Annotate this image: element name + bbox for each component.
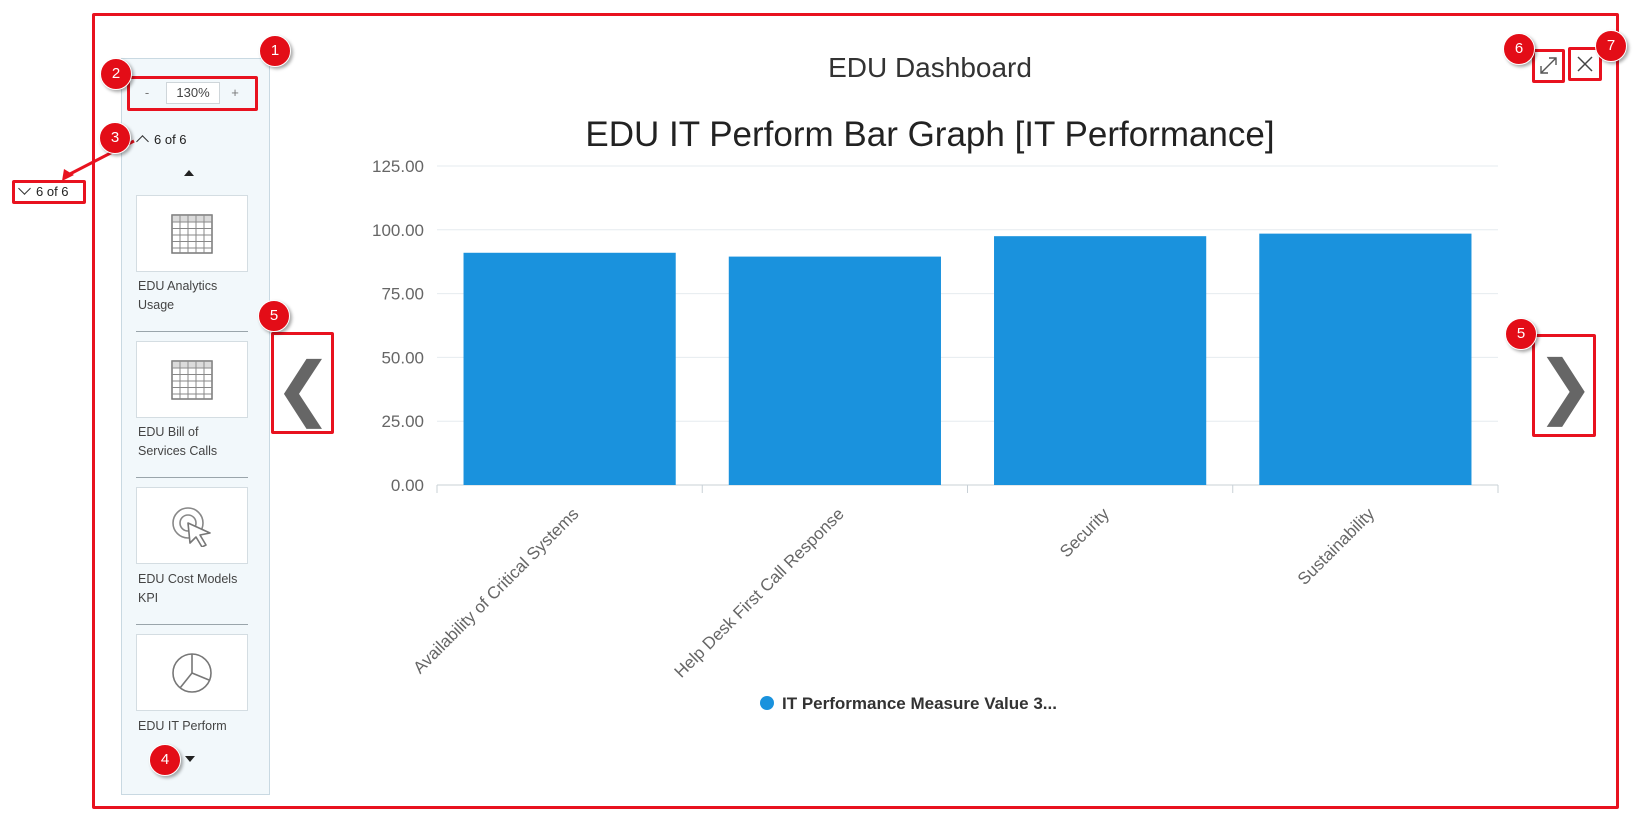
pie-chart-icon: [172, 652, 212, 693]
thumbnail-edu-cost-models-kpi[interactable]: [136, 487, 248, 564]
chart-legend[interactable]: IT Performance Measure Value 3...: [760, 694, 1057, 714]
thumbnail-label: EDU Cost Models KPI: [138, 572, 238, 605]
pager-expand-toggle[interactable]: 6 of 6: [18, 182, 69, 199]
pager-callout-label: 6 of 6: [36, 184, 69, 199]
callout-badge: 4: [149, 744, 181, 776]
scroll-down-icon[interactable]: [185, 756, 195, 762]
x-tick-label: Help Desk First Call Response: [671, 504, 848, 681]
dashboard-frame-highlight: [92, 13, 1619, 809]
bar-chart: 0.00 25.00 50.00 75.00 100.00 125.00 Availabil…: [372, 157, 1499, 682]
bar: [463, 252, 676, 485]
bar: [728, 256, 941, 485]
grid-table-icon: [171, 213, 213, 254]
expand-button[interactable]: [1534, 51, 1563, 81]
bar: [1259, 233, 1472, 485]
dashboard-title: EDU Dashboard: [828, 52, 1032, 83]
x-tick-label: Availability of Critical Systems: [410, 504, 583, 677]
callout-badge: 1: [259, 35, 291, 67]
pager-collapse-toggle[interactable]: 6 of 6: [136, 132, 187, 148]
pager-label: 6 of 6: [154, 132, 187, 147]
next-button[interactable]: ❯: [1536, 347, 1595, 425]
callout-badge: 5: [1505, 318, 1537, 350]
y-tick-label: 25.00: [381, 412, 424, 431]
legend-label: IT Performance Measure Value 3...: [782, 694, 1057, 713]
thumbnail-edu-analytics-usage[interactable]: [136, 195, 248, 272]
zoom-control-highlight: [127, 76, 258, 111]
callout-badge: 6: [1503, 33, 1535, 65]
expand-icon: [1540, 57, 1557, 74]
y-tick-label: 50.00: [381, 348, 424, 367]
close-button[interactable]: [1570, 49, 1600, 79]
y-tick-label: 0.00: [391, 476, 424, 495]
zoom-in-button[interactable]: +: [231, 85, 239, 100]
chart-title: EDU IT Perform Bar Graph [IT Performance…: [585, 115, 1275, 154]
close-icon: [1577, 56, 1593, 72]
previous-button-highlight: [271, 332, 334, 434]
zoom-control: - 130% +: [132, 82, 251, 106]
thumbnail-edu-bill-of-services-calls[interactable]: [136, 341, 248, 418]
thumbnail-divider: [136, 624, 248, 625]
cursor-click-icon: [172, 506, 211, 547]
thumbnail-label: EDU Analytics Usage: [138, 279, 218, 312]
y-tick-label: 100.00: [372, 221, 424, 240]
close-button-highlight: [1568, 47, 1602, 81]
thumbnail-label: EDU IT Perform: [138, 719, 227, 730]
zoom-value[interactable]: 130%: [166, 82, 220, 104]
scroll-up-icon[interactable]: [184, 170, 194, 176]
grid-table-icon: [171, 359, 213, 400]
bar: [994, 236, 1207, 485]
x-tick-label: Sustainability: [1294, 504, 1379, 589]
thumbnail-label: EDU Bill of Services Calls: [138, 425, 218, 458]
y-tick-label: 125.00: [372, 157, 424, 176]
callout-badge: 5: [258, 300, 290, 332]
next-button-highlight: [1532, 334, 1596, 437]
x-tick-label: Security: [1056, 504, 1113, 561]
thumbnail-divider: [136, 477, 248, 478]
callout-badge: 3: [99, 122, 131, 154]
callout-badge: 2: [100, 58, 132, 90]
y-tick-label: 75.00: [381, 285, 424, 304]
legend-marker-icon: [760, 696, 774, 710]
thumbnail-divider: [136, 331, 248, 332]
expand-button-highlight: [1532, 49, 1565, 83]
zoom-out-button[interactable]: -: [144, 85, 150, 100]
thumbnail-edu-it-perform[interactable]: [136, 634, 248, 711]
pager-callout-highlight: [12, 180, 86, 204]
chevron-down-icon: [18, 182, 31, 195]
previous-button[interactable]: ❮: [274, 349, 333, 427]
callout-badge: 7: [1595, 30, 1627, 62]
